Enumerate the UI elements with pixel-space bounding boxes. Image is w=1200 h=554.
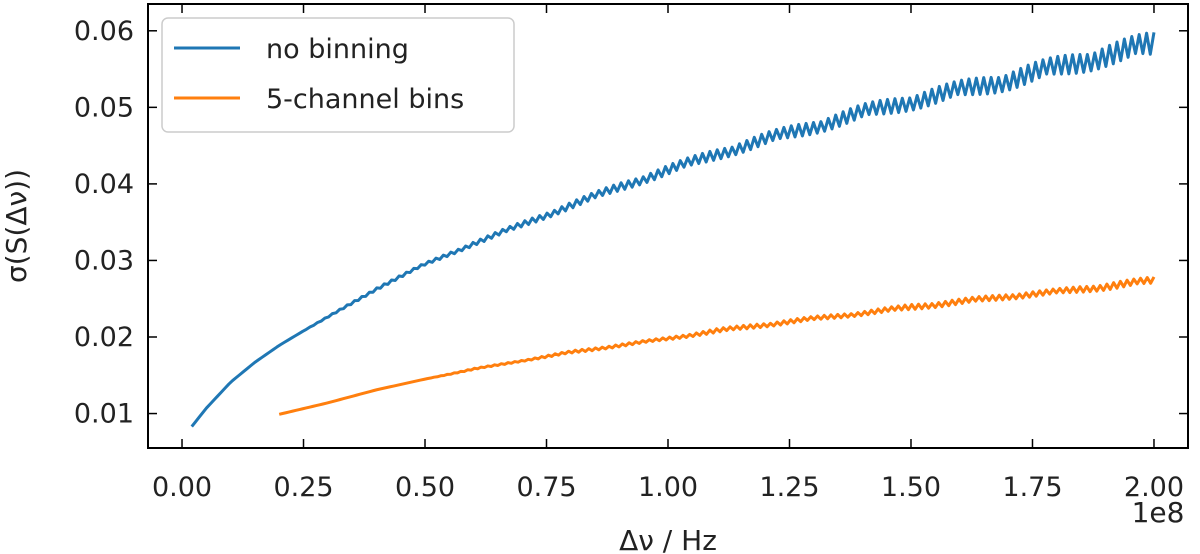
- x-tick-label: 0.50: [395, 472, 455, 503]
- series-line-5-channel-bins: [278, 276, 1156, 416]
- x-tick-label: 2.00: [1124, 472, 1184, 503]
- y-tick-label: 0.04: [74, 169, 134, 200]
- x-tick-label: 1.00: [638, 472, 698, 503]
- x-tick-label: 0.75: [516, 472, 576, 503]
- x-tick-label: 0.00: [152, 472, 212, 503]
- legend-label-5-channel-bins: 5-channel bins: [266, 84, 464, 115]
- legend: no binning 5-channel bins: [161, 17, 515, 133]
- x-axis-offset-label: 1e8: [1132, 496, 1185, 529]
- series-line-no-binning: [190, 31, 1156, 428]
- x-tick-label: 1.25: [759, 472, 819, 503]
- y-tick-label: 0.01: [74, 399, 134, 430]
- y-axis-ticks: 0.01 0.02 0.03 0.04 0.05 0.06: [74, 16, 1188, 430]
- legend-box: [161, 17, 515, 133]
- series-layer: [190, 31, 1156, 428]
- y-axis-label: σ(S(Δν)): [0, 169, 33, 283]
- x-axis-label: Δν / Hz: [619, 524, 717, 554]
- x-axis-ticks: 0.00 0.25 0.50 0.75 1.00 1.25 1.50 1.75 2.00: [152, 4, 1184, 503]
- y-tick-label: 0.03: [74, 245, 134, 276]
- x-tick-label: 1.50: [881, 472, 941, 503]
- x-tick-label: 1.75: [1002, 472, 1062, 503]
- y-tick-label: 0.02: [74, 322, 134, 353]
- x-tick-label: 0.25: [273, 472, 333, 503]
- y-tick-label: 0.06: [74, 16, 134, 47]
- y-tick-label: 0.05: [74, 92, 134, 123]
- legend-label-no-binning: no binning: [266, 34, 409, 65]
